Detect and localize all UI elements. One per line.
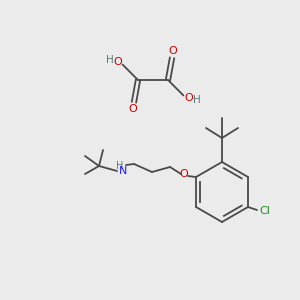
Text: O: O [169, 46, 177, 56]
Text: O: O [184, 93, 193, 103]
Text: Cl: Cl [260, 206, 270, 216]
Text: O: O [113, 57, 122, 67]
Text: N: N [119, 166, 127, 176]
Text: H: H [116, 161, 124, 171]
Text: H: H [193, 95, 200, 105]
Text: O: O [180, 169, 188, 179]
Text: H: H [106, 55, 113, 64]
Text: O: O [129, 104, 137, 114]
